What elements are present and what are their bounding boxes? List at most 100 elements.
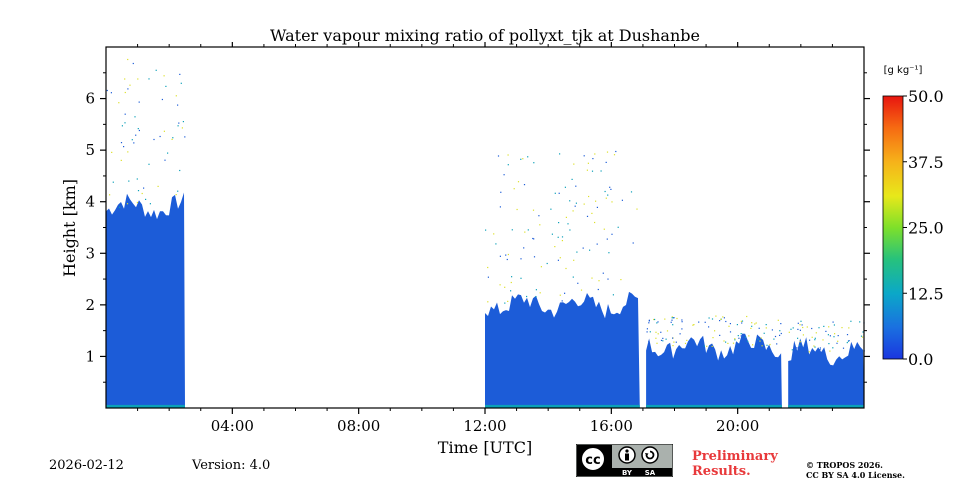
noise-dot [617, 226, 619, 228]
noise-dot [693, 324, 695, 326]
noise-dot [517, 181, 520, 183]
noise-dot [520, 158, 522, 160]
noise-dot [814, 339, 816, 341]
chart-title: Water vapour mixing ratio of pollyxt_tjk… [270, 26, 700, 45]
noise-dot [607, 278, 609, 280]
noise-dot [572, 276, 574, 278]
colorbar-tick-label: 25.0 [908, 219, 944, 238]
noise-dot [605, 161, 607, 163]
noise-dot [539, 292, 541, 294]
noise-dot [505, 254, 507, 256]
noise-dot [573, 163, 575, 165]
colorbar-tick-label: 0.0 [908, 350, 933, 369]
noise-dot [799, 344, 801, 346]
noise-dot [760, 337, 762, 339]
noise-dot [165, 85, 167, 87]
data-segment-2 [485, 150, 640, 408]
noise-dot [681, 321, 683, 323]
data-heatmap [106, 58, 865, 408]
version-label: Version: 4.0 [192, 458, 271, 473]
noise-dot [797, 328, 799, 330]
noise-dot [164, 159, 166, 161]
noise-dot [572, 210, 574, 212]
noise-dot [656, 322, 658, 324]
noise-dot [179, 169, 181, 172]
noise-dot [681, 328, 683, 330]
noise-dot [833, 336, 835, 338]
noise-dot [829, 350, 831, 352]
noise-dot [723, 340, 725, 342]
noise-dot [607, 194, 609, 196]
noise-dot [559, 153, 561, 155]
noise-dot [565, 216, 567, 218]
noise-dot [591, 170, 594, 172]
noise-dot [540, 266, 542, 268]
noise-dot [648, 322, 650, 324]
noise-dot [846, 334, 849, 336]
noise-dot [763, 332, 765, 334]
data-segment-3 [646, 315, 782, 408]
noise-dot [594, 221, 596, 224]
noise-dot [134, 116, 136, 118]
y-axis-label: Height [km] [60, 179, 79, 277]
noise-dot [179, 73, 181, 75]
noise-dot [771, 329, 773, 331]
noise-dot [819, 347, 821, 349]
noise-dot [779, 330, 781, 332]
noise-dot [837, 335, 839, 337]
noise-dot [681, 319, 683, 321]
noise-dot [533, 238, 535, 240]
preliminary-line1: Preliminary [692, 449, 778, 464]
noise-dot [666, 330, 669, 332]
noise-dot [741, 322, 743, 324]
noise-dot [799, 329, 801, 331]
noise-dot [758, 327, 760, 329]
noise-dot [660, 331, 662, 333]
noise-dot [741, 320, 744, 322]
noise-dot [834, 333, 836, 335]
x-tick-label: 20:00 [716, 417, 759, 435]
noise-dot [135, 134, 137, 136]
noise-dot [109, 194, 111, 196]
noise-dot [499, 284, 501, 286]
noise-dot [157, 185, 159, 187]
data-segment-4 [788, 320, 865, 408]
segment-fill [106, 192, 185, 408]
noise-dot [163, 75, 165, 77]
noise-dot [524, 231, 526, 233]
noise-dot [133, 142, 135, 144]
by-label: BY [622, 469, 633, 477]
noise-dot [513, 188, 515, 190]
noise-dot [842, 347, 845, 349]
noise-dot [535, 289, 537, 291]
noise-dot [506, 258, 508, 261]
noise-dot [504, 302, 506, 304]
noise-dot [620, 279, 622, 281]
noise-dot [588, 195, 590, 198]
noise-dot [121, 125, 123, 127]
noise-dot [497, 155, 500, 157]
noise-dot [577, 282, 579, 284]
noise-dot [153, 138, 155, 141]
noise-dot [653, 318, 655, 321]
segment-baseline [788, 404, 864, 408]
noise-dot [522, 158, 524, 160]
colorbar [882, 95, 904, 360]
data-segment-1 [106, 58, 186, 408]
noise-dot [706, 345, 708, 347]
noise-dot [127, 151, 129, 153]
noise-dot [571, 178, 573, 180]
noise-dot [594, 153, 596, 155]
noise-dot [759, 340, 761, 342]
noise-dot [670, 321, 672, 323]
noise-dot [649, 331, 651, 333]
y-tick-label: 1 [85, 347, 95, 365]
noise-dot [600, 170, 602, 172]
noise-dot [155, 69, 157, 71]
noise-dot [815, 332, 817, 334]
noise-dot [510, 281, 512, 284]
noise-dot [177, 125, 179, 127]
noise-dot [582, 247, 584, 249]
noise-dot [755, 322, 757, 324]
noise-dot [740, 335, 742, 337]
